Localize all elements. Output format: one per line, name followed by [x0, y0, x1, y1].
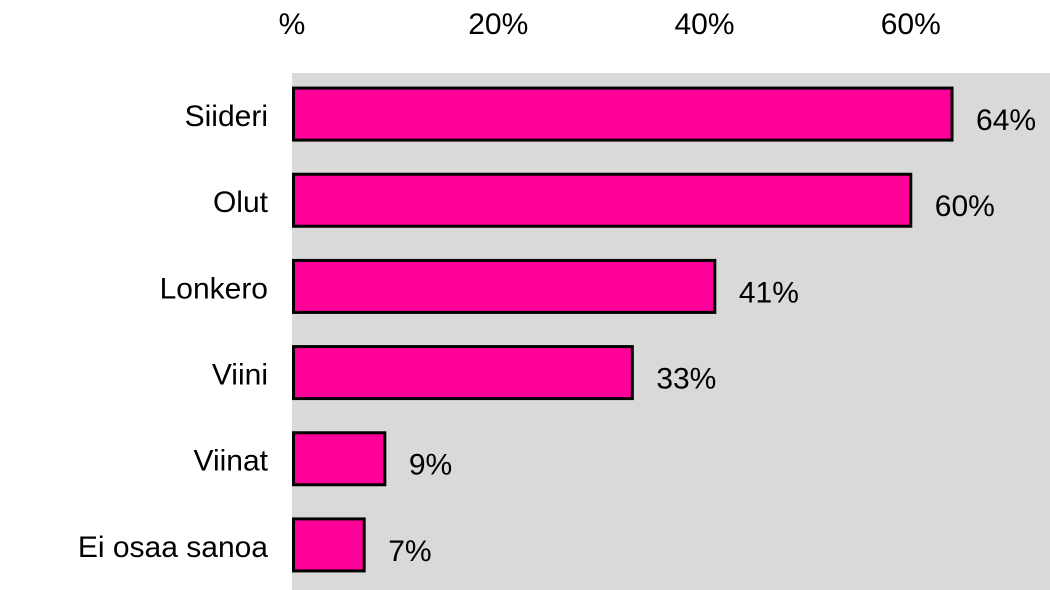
x-tick-label: 60% [881, 8, 941, 41]
x-tick-label: 40% [674, 8, 734, 41]
value-label: 33% [656, 363, 716, 396]
y-tick-label: Ei osaa sanoa [78, 531, 268, 564]
bar [292, 172, 913, 228]
value-label: 7% [388, 535, 431, 568]
value-label: 64% [976, 104, 1036, 137]
bar [292, 258, 717, 314]
value-label: 60% [935, 190, 995, 223]
value-label: 9% [409, 449, 452, 482]
x-tick-label: 20% [468, 8, 528, 41]
x-tick-label: % [279, 8, 306, 41]
y-tick-label: Siideri [185, 100, 268, 133]
plot-area [292, 73, 1050, 590]
bar [292, 86, 954, 142]
y-tick-label: Olut [213, 186, 269, 219]
y-tick-label: Viini [212, 359, 268, 392]
bar [292, 431, 387, 487]
y-tick-label: Viinat [193, 445, 268, 478]
bar [292, 345, 634, 401]
bar [292, 517, 366, 573]
y-tick-label: Lonkero [160, 272, 268, 305]
value-label: 41% [739, 276, 799, 309]
